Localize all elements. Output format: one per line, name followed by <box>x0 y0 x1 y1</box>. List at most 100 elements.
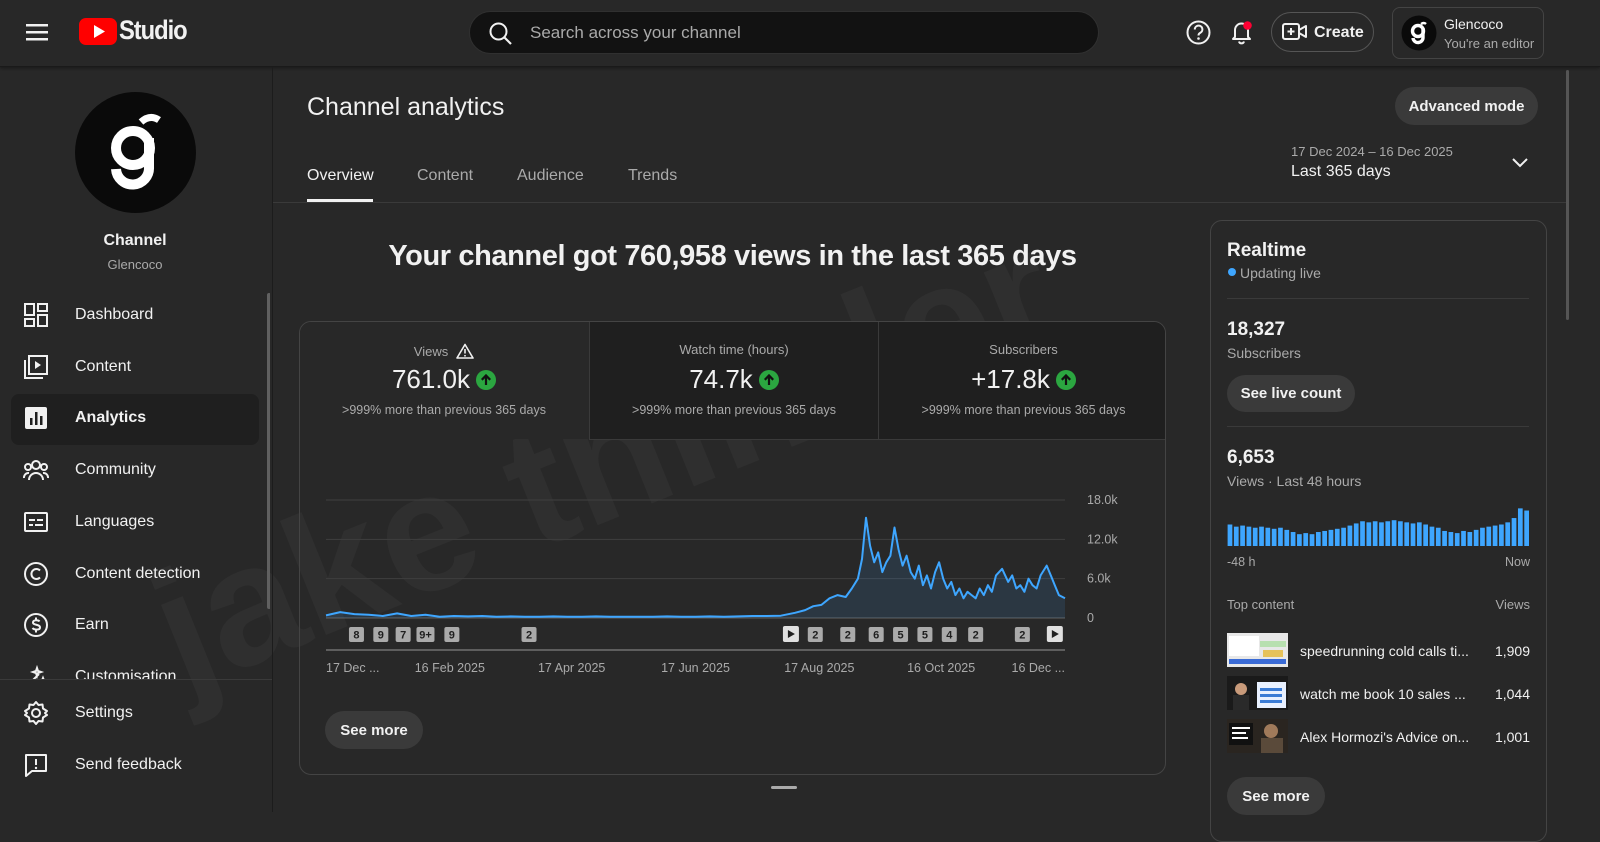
x-tick-label: 17 Apr 2025 <box>538 661 605 675</box>
nav-item[interactable]: Send feedback <box>75 756 182 773</box>
video-title[interactable]: speedrunning cold calls ti... <box>1300 643 1469 659</box>
tab[interactable]: Content <box>417 167 474 184</box>
bar <box>1315 532 1321 546</box>
metric-cell[interactable]: Subscribers +17.8k >999% more than previou… <box>878 322 1165 440</box>
y-tick-label: 12.0k <box>1087 532 1118 546</box>
metric-note: >999% more than previous 365 days <box>342 403 546 417</box>
bar <box>1410 523 1416 546</box>
notifications-icon[interactable] <box>1228 18 1256 46</box>
bar <box>1473 529 1479 546</box>
metric-cell[interactable]: Watch time (hours) 74.7k >999% more than p… <box>589 322 878 440</box>
event-badge[interactable] <box>444 627 460 642</box>
nav-item[interactable]: Settings <box>75 704 133 721</box>
x-tick-label: 16 Oct 2025 <box>907 661 975 675</box>
channel-avatar[interactable] <box>75 92 196 213</box>
tab[interactable]: Trends <box>628 167 678 184</box>
event-badge[interactable] <box>893 627 909 642</box>
bar <box>1297 534 1302 546</box>
nav-icon <box>25 754 47 777</box>
bar <box>1309 534 1315 546</box>
nav-item[interactable]: Analytics <box>75 409 147 427</box>
tab[interactable]: Overview <box>307 167 374 184</box>
thumbnail[interactable] <box>1227 633 1288 667</box>
event-badge[interactable] <box>840 627 856 642</box>
menu-icon[interactable] <box>26 22 50 42</box>
event-badge[interactable] <box>968 627 984 642</box>
event-badge[interactable] <box>395 627 411 642</box>
line <box>325 516 1066 618</box>
page: { "header": { "logo_text": "Studio", "se… <box>0 7 1600 842</box>
y-tick-label: 0 <box>1087 611 1094 625</box>
bar <box>1334 528 1340 546</box>
video-title[interactable]: watch me book 10 sales ... <box>1300 686 1466 702</box>
footer-nav: Settings Send feedback <box>0 680 270 810</box>
event-badge[interactable] <box>521 627 537 642</box>
event-badge[interactable] <box>348 627 364 642</box>
realtime-see-more[interactable]: See more <box>1227 777 1325 815</box>
account-box[interactable]: Glencoco You're an editor <box>1392 7 1544 59</box>
period-chevron[interactable] <box>1510 155 1530 171</box>
bar <box>1511 518 1517 546</box>
nav-item[interactable]: Customisation <box>75 667 177 679</box>
advanced-mode-button[interactable]: Advanced mode <box>1395 87 1538 125</box>
event-label: 2 <box>1019 630 1025 642</box>
period[interactable]: Last 365 days <box>1291 163 1391 180</box>
video-badge-icon <box>1051 630 1059 638</box>
nav-item[interactable]: Content <box>75 357 132 375</box>
event-label: 4 <box>946 630 953 642</box>
search-placeholder: Search across your channel <box>530 23 741 42</box>
event-badge[interactable] <box>416 627 435 642</box>
metric-value: 761.0k <box>391 364 471 394</box>
bar <box>1252 527 1258 546</box>
tab[interactable]: Audience <box>517 167 584 184</box>
nav-item[interactable]: Languages <box>75 512 155 530</box>
event-badge[interactable] <box>868 627 884 642</box>
event-badge[interactable] <box>1014 627 1030 642</box>
logo-icon[interactable] <box>79 18 117 45</box>
metric-cell[interactable]: Views 761.0k >999% more than previous 365 … <box>300 322 588 439</box>
tabs: Overview Content Audience Trends <box>273 160 973 204</box>
bar <box>1423 524 1428 546</box>
bar <box>1404 522 1410 546</box>
search-box[interactable]: Search across your channel <box>469 11 1099 54</box>
top-content-list: speedrunning cold calls ti... 1,909 watch … <box>1227 633 1530 773</box>
search-icon <box>489 22 512 45</box>
event-badge[interactable] <box>373 627 389 642</box>
account-role: You're an editor <box>1444 36 1535 51</box>
nav-icon <box>29 664 46 679</box>
bar <box>1233 526 1239 546</box>
event-badge[interactable] <box>917 627 933 642</box>
help-icon[interactable] <box>1185 19 1212 46</box>
bar <box>1353 523 1359 546</box>
scrollbar <box>267 293 270 609</box>
x-tick-label: 17 Dec ... <box>326 661 380 675</box>
event-badge[interactable] <box>807 627 823 642</box>
x-tick-label: 16 Feb 2025 <box>415 661 485 675</box>
thumbnail[interactable] <box>1227 719 1288 753</box>
bar <box>1246 526 1252 546</box>
logo-text[interactable]: Studio <box>119 15 188 45</box>
bar <box>1303 533 1309 546</box>
bar <box>1448 532 1454 546</box>
metric-note: >999% more than previous 365 days <box>921 403 1126 417</box>
nav-item[interactable]: Dashboard <box>75 306 154 323</box>
nav-item[interactable]: Earn <box>75 616 109 634</box>
video-title[interactable]: Alex Hormozi's Advice on... <box>1300 729 1470 745</box>
bar <box>1366 522 1372 546</box>
nav-item[interactable]: Community <box>75 461 156 479</box>
bar <box>1347 525 1353 546</box>
event-badge[interactable] <box>941 627 957 642</box>
nav-item[interactable]: Content detection <box>75 564 201 582</box>
sidebar: Channel Glencoco Dashboard Content Analyti… <box>0 67 273 812</box>
create-button[interactable]: Create <box>1271 12 1374 52</box>
thumbnail[interactable] <box>1227 676 1288 710</box>
metric-row: +17.8k <box>879 366 1165 392</box>
see-more-button[interactable]: See more <box>325 711 423 749</box>
account-name: Glencoco <box>1444 16 1504 32</box>
trend-up-icon <box>1055 370 1076 390</box>
bar <box>1372 521 1378 546</box>
live-count-button[interactable]: See live count <box>1227 375 1355 412</box>
chart-card: Views 761.0k >999% more than previous 365 … <box>299 321 1166 775</box>
metric-label: Watch time (hours) <box>679 342 789 357</box>
chart: 0 6.0k 12.0k 18.0k 17 Dec ... 16 Feb 2025 17 A… <box>325 493 1118 675</box>
